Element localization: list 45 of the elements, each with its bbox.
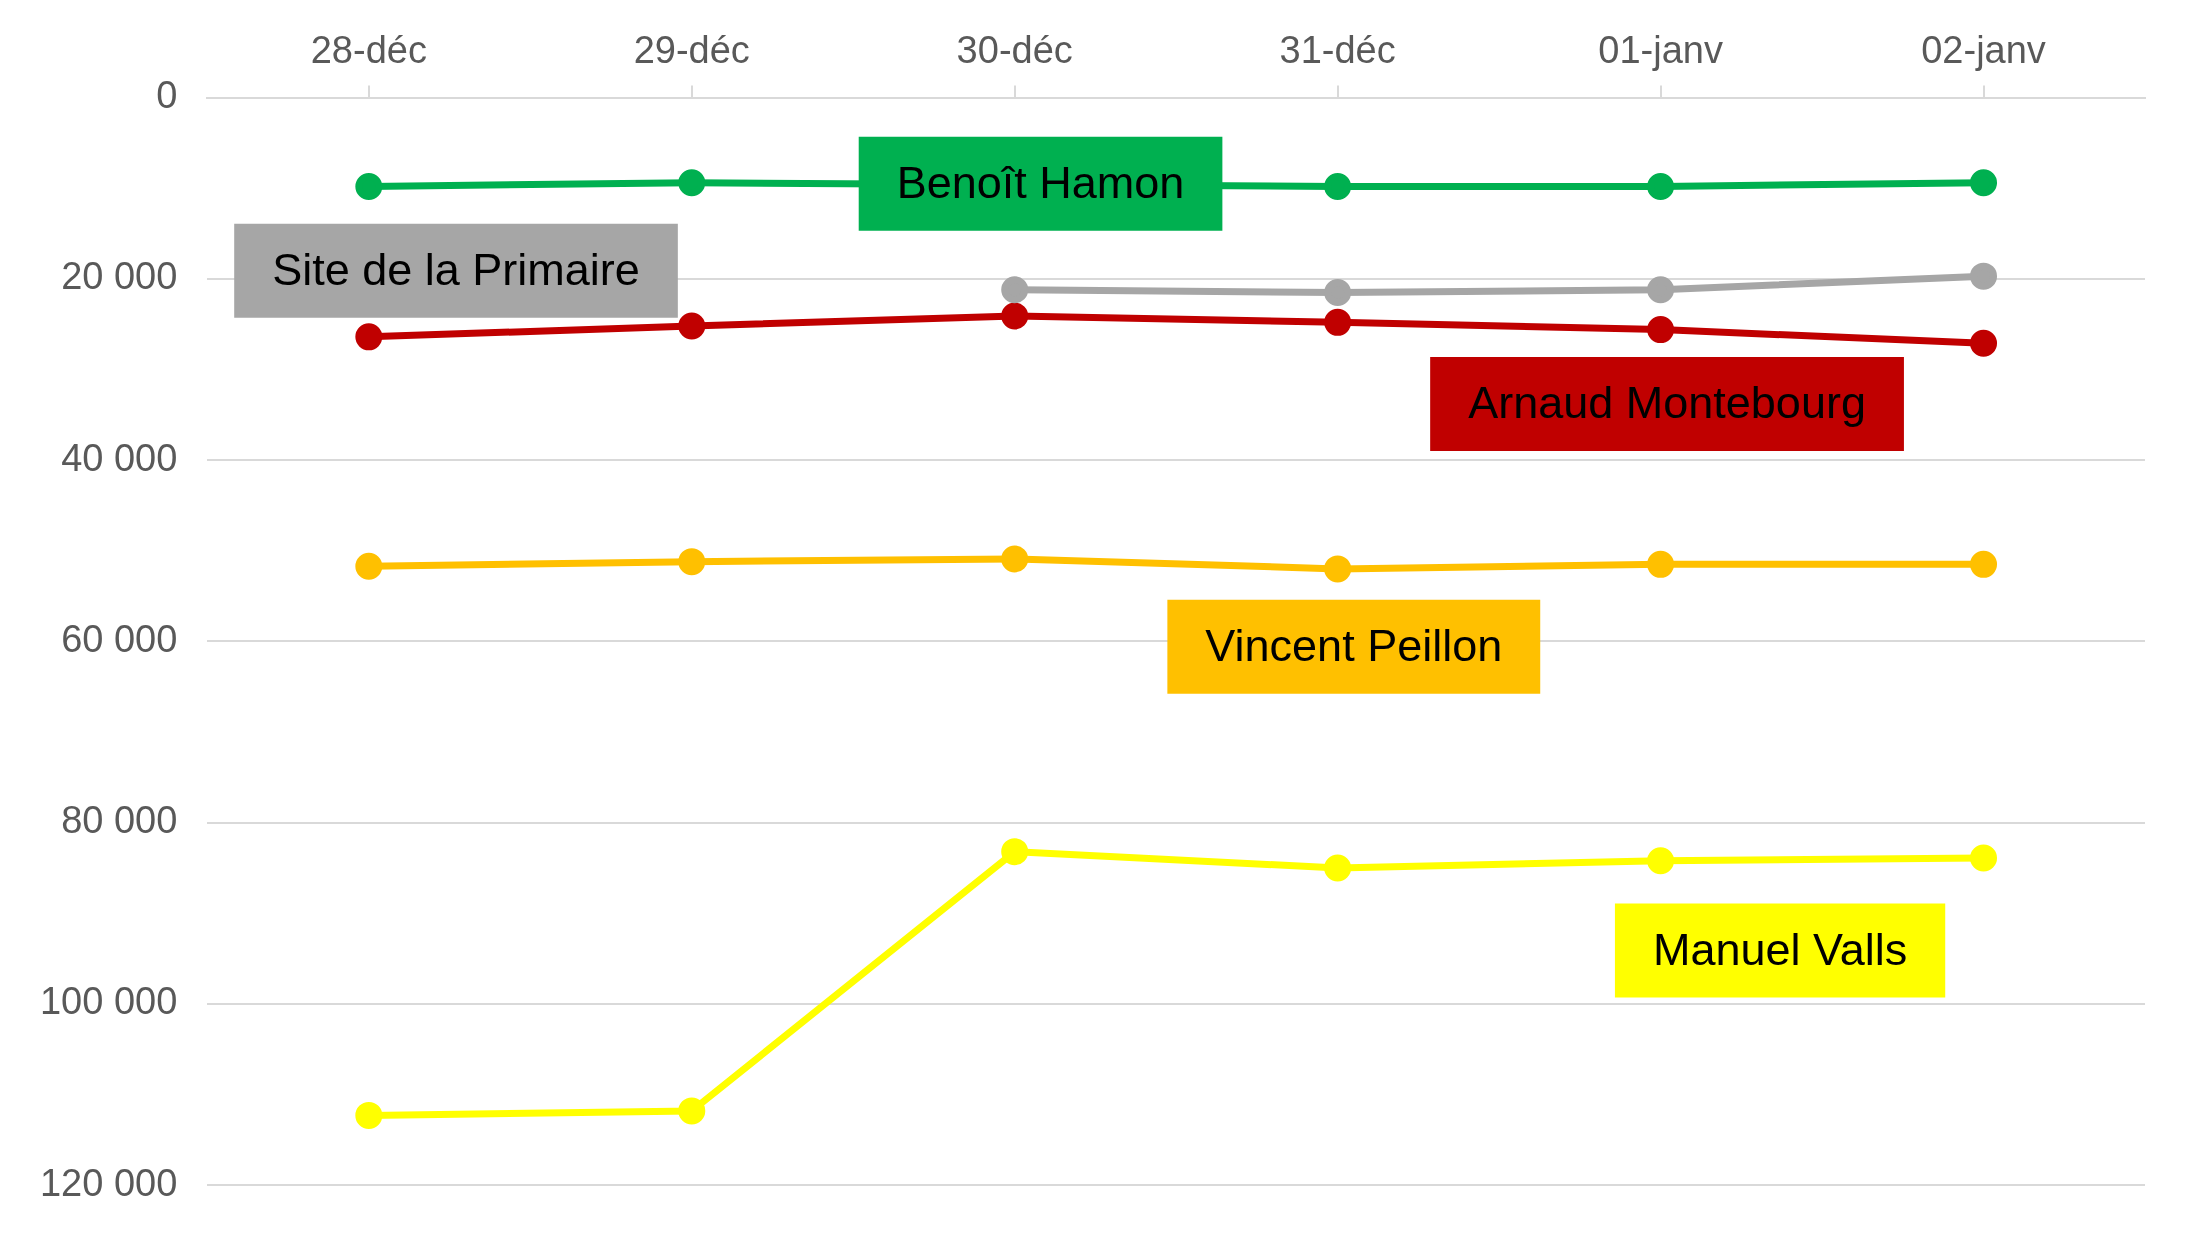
point [678, 312, 706, 340]
point [1970, 329, 1998, 357]
point [1970, 550, 1998, 578]
point [1001, 276, 1029, 304]
point [1647, 550, 1675, 578]
point [1647, 316, 1675, 344]
series-label: Vincent Peillon [1205, 620, 1503, 672]
y-tick-label: 120 000 [39, 1161, 178, 1204]
series-label: Arnaud Montebourg [1468, 377, 1866, 429]
y-tick-label: 100 000 [39, 980, 178, 1023]
point [355, 552, 383, 580]
series-label: Manuel Valls [1652, 923, 1908, 975]
point [1647, 847, 1675, 875]
y-tick-label: 0 [156, 74, 178, 117]
point [1324, 278, 1352, 306]
text: Site de la Primaire [272, 244, 640, 296]
point [1324, 172, 1352, 200]
point [1001, 302, 1029, 330]
y-tick-label: 40 000 [61, 436, 178, 479]
point [678, 1097, 706, 1125]
point [355, 172, 383, 200]
point [1970, 169, 1998, 197]
y-tick-label: 20 000 [61, 255, 178, 298]
series-label: Benoît Hamon [896, 157, 1185, 209]
point [355, 323, 383, 351]
point [1647, 172, 1675, 200]
point [1647, 276, 1675, 304]
point [678, 169, 706, 197]
y-tick-label: 60 000 [61, 617, 178, 660]
point [1970, 262, 1998, 290]
point [678, 548, 706, 576]
x-tick-label: 30-déc [956, 29, 1073, 72]
point [1001, 545, 1029, 573]
point [1324, 555, 1352, 583]
point [1324, 308, 1352, 336]
point [355, 1101, 383, 1129]
x-tick-label: 29-déc [633, 29, 750, 72]
point [1970, 844, 1998, 872]
x-tick-label: 01-janv [1598, 29, 1723, 72]
point [1324, 854, 1352, 882]
point [1001, 838, 1029, 866]
x-tick-label: 02-janv [1921, 29, 2046, 72]
y-tick-label: 80 000 [61, 799, 178, 842]
x-tick-label: 31-déc [1279, 29, 1396, 72]
x-tick-label: 28-déc [310, 29, 427, 72]
